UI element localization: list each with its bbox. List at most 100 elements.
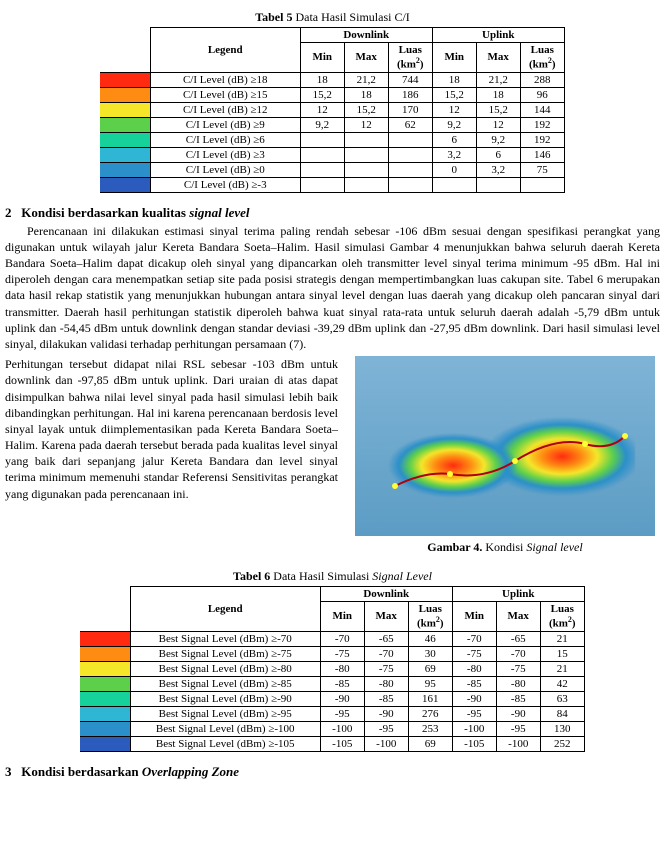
legend-label: C/I Level (dB) ≥0 <box>150 162 300 177</box>
value-cell <box>344 147 388 162</box>
value-cell: -95 <box>364 721 408 736</box>
legend-label: C/I Level (dB) ≥12 <box>150 102 300 117</box>
table-row: Best Signal Level (dBm) ≥-75-75-7030-75-… <box>80 646 584 661</box>
table-row: Best Signal Level (dBm) ≥-90-90-85161-90… <box>80 691 584 706</box>
table6-h-downlink: Downlink <box>320 587 452 602</box>
value-cell <box>520 177 564 192</box>
value-cell: 18 <box>476 87 520 102</box>
table5-caption: Tabel 5 Data Hasil Simulasi C/I <box>5 10 660 25</box>
value-cell: -90 <box>452 691 496 706</box>
table5-h-uluas: Luas (km2) <box>520 43 564 73</box>
value-cell: 18 <box>300 72 344 87</box>
value-cell: -70 <box>496 646 540 661</box>
value-cell: 12 <box>344 117 388 132</box>
value-cell: 253 <box>408 721 452 736</box>
value-cell <box>476 177 520 192</box>
value-cell: 192 <box>520 132 564 147</box>
value-cell: 161 <box>408 691 452 706</box>
value-cell: -85 <box>364 691 408 706</box>
table-row: Best Signal Level (dBm) ≥-100-100-95253-… <box>80 721 584 736</box>
two-column-block: Perhitungan tersebut didapat nilai RSL s… <box>5 356 660 555</box>
para-1: Perencanaan ini dilakukan estimasi sinya… <box>5 223 660 353</box>
value-cell <box>388 162 432 177</box>
value-cell: 62 <box>388 117 432 132</box>
value-cell: 21 <box>540 631 584 646</box>
table5-h-dmax: Max <box>344 43 388 73</box>
value-cell <box>344 162 388 177</box>
route-overlay <box>355 356 655 536</box>
value-cell: -100 <box>496 736 540 751</box>
value-cell: 252 <box>540 736 584 751</box>
value-cell: 9,2 <box>476 132 520 147</box>
value-cell: -105 <box>320 736 364 751</box>
value-cell <box>344 177 388 192</box>
left-text-col: Perhitungan tersebut didapat nilai RSL s… <box>5 356 338 506</box>
table-row: C/I Level (dB) ≥121215,21701215,2144 <box>100 102 564 117</box>
value-cell: 15,2 <box>432 87 476 102</box>
table-row: Best Signal Level (dBm) ≥-95-95-90276-95… <box>80 706 584 721</box>
value-cell: -90 <box>496 706 540 721</box>
value-cell: -80 <box>364 676 408 691</box>
value-cell: 192 <box>520 117 564 132</box>
legend-label: Best Signal Level (dBm) ≥-75 <box>130 646 320 661</box>
table-row: Best Signal Level (dBm) ≥-105-105-10069-… <box>80 736 584 751</box>
value-cell: 288 <box>520 72 564 87</box>
value-cell: -95 <box>452 706 496 721</box>
color-swatch <box>80 721 130 736</box>
table5-h-dmin: Min <box>300 43 344 73</box>
value-cell: -65 <box>496 631 540 646</box>
legend-label: Best Signal Level (dBm) ≥-80 <box>130 661 320 676</box>
table-row: C/I Level (dB) ≥181821,27441821,2288 <box>100 72 564 87</box>
table-row: Best Signal Level (dBm) ≥-70-70-6546-70-… <box>80 631 584 646</box>
legend-label: Best Signal Level (dBm) ≥-90 <box>130 691 320 706</box>
color-swatch <box>100 147 150 162</box>
value-cell: 146 <box>520 147 564 162</box>
value-cell <box>432 177 476 192</box>
value-cell: -85 <box>496 691 540 706</box>
value-cell: 130 <box>540 721 584 736</box>
value-cell: 75 <box>520 162 564 177</box>
value-cell: 84 <box>540 706 584 721</box>
legend-label: Best Signal Level (dBm) ≥-70 <box>130 631 320 646</box>
value-cell: 276 <box>408 706 452 721</box>
color-swatch <box>100 72 150 87</box>
value-cell: -75 <box>364 661 408 676</box>
color-swatch <box>100 177 150 192</box>
value-cell: -105 <box>452 736 496 751</box>
table-row: C/I Level (dB) ≥99,212629,212192 <box>100 117 564 132</box>
table-row: Best Signal Level (dBm) ≥-80-80-7569-80-… <box>80 661 584 676</box>
value-cell: -100 <box>452 721 496 736</box>
value-cell: 9,2 <box>300 117 344 132</box>
color-swatch <box>80 631 130 646</box>
table5: Legend Downlink Uplink Min Max Luas (km2… <box>100 27 565 193</box>
value-cell: 46 <box>408 631 452 646</box>
table-row: C/I Level (dB) ≥33,26146 <box>100 147 564 162</box>
table5-h-legend: Legend <box>150 28 300 73</box>
value-cell <box>388 177 432 192</box>
value-cell: -70 <box>452 631 496 646</box>
value-cell: -75 <box>452 646 496 661</box>
value-cell: 186 <box>388 87 432 102</box>
table6: Legend Downlink Uplink Min Max Luas (km2… <box>80 586 585 752</box>
value-cell: -75 <box>496 661 540 676</box>
table6-caption-bold: Tabel 6 <box>233 569 270 583</box>
legend-label: C/I Level (dB) ≥18 <box>150 72 300 87</box>
color-swatch <box>80 646 130 661</box>
table6-body: Best Signal Level (dBm) ≥-70-70-6546-70-… <box>80 631 584 751</box>
value-cell: 21,2 <box>476 72 520 87</box>
value-cell: -85 <box>452 676 496 691</box>
color-swatch <box>100 132 150 147</box>
value-cell: -85 <box>320 676 364 691</box>
value-cell: 744 <box>388 72 432 87</box>
table6-h-uluas: Luas (km2) <box>540 602 584 632</box>
value-cell: 12 <box>432 102 476 117</box>
table6-h-umax: Max <box>496 602 540 632</box>
table5-h-umin: Min <box>432 43 476 73</box>
value-cell: 96 <box>520 87 564 102</box>
value-cell: 6 <box>432 132 476 147</box>
value-cell: -95 <box>496 721 540 736</box>
figure4-caption: Gambar 4. Kondisi Signal level <box>350 540 660 555</box>
value-cell: 3,2 <box>476 162 520 177</box>
section-43-heading: 3 Kondisi berdasarkan Overlapping Zone <box>5 764 660 780</box>
value-cell <box>300 162 344 177</box>
